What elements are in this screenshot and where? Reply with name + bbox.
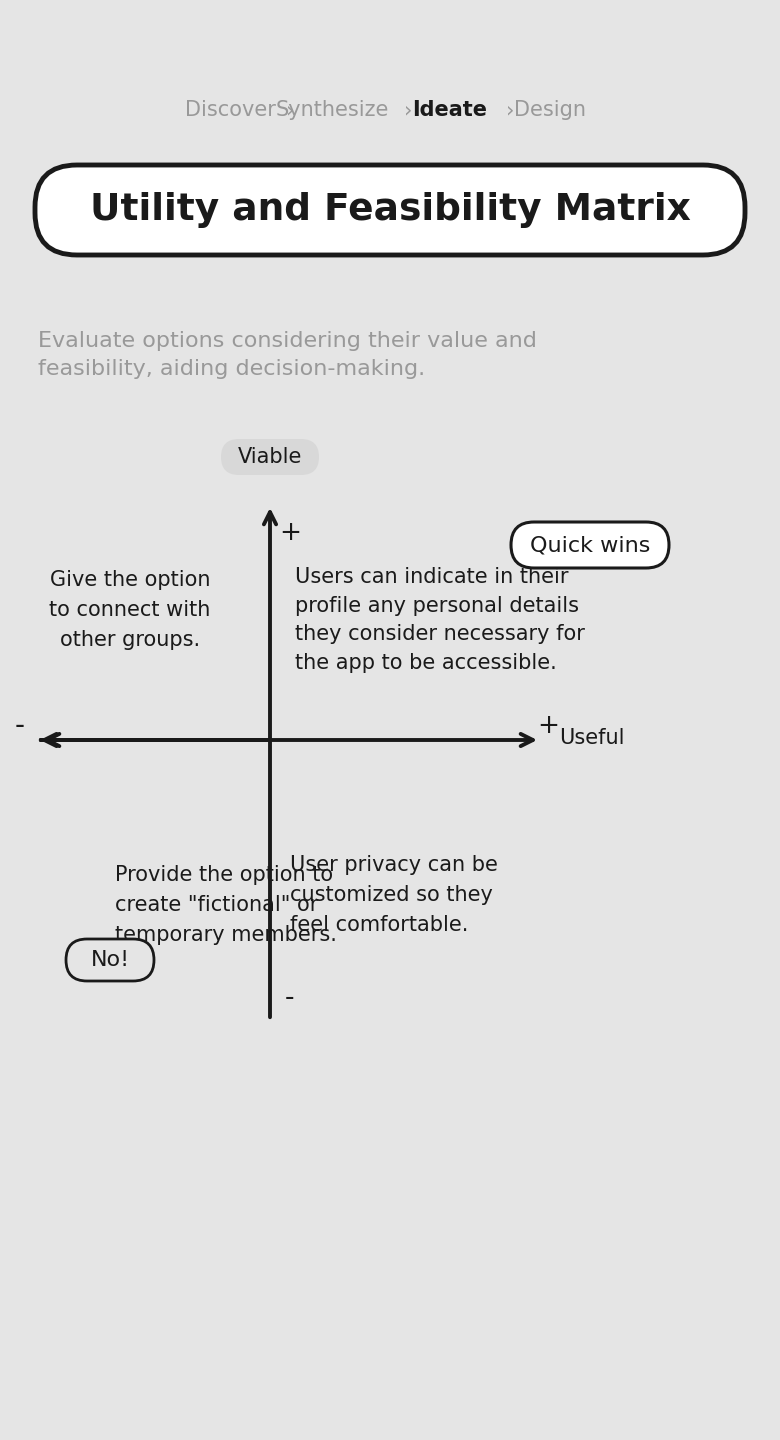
FancyBboxPatch shape — [66, 939, 154, 981]
Text: Discover: Discover — [185, 99, 275, 120]
FancyBboxPatch shape — [221, 439, 319, 475]
Text: Viable: Viable — [238, 446, 302, 467]
Text: Utility and Feasibility Matrix: Utility and Feasibility Matrix — [90, 192, 690, 228]
Text: Evaluate options considering their value and
feasibility, aiding decision-making: Evaluate options considering their value… — [38, 331, 537, 379]
Text: ›: › — [505, 99, 514, 120]
Text: User privacy can be
customized so they
feel comfortable.: User privacy can be customized so they f… — [290, 854, 498, 936]
Text: Quick wins: Quick wins — [530, 536, 651, 554]
Text: -: - — [285, 985, 295, 1011]
Text: Give the option
to connect with
other groups.: Give the option to connect with other gr… — [49, 570, 211, 651]
Text: -: - — [15, 711, 25, 740]
FancyBboxPatch shape — [511, 521, 669, 567]
Text: Useful: Useful — [559, 729, 625, 747]
Text: Synthesize: Synthesize — [275, 99, 388, 120]
Text: ›: › — [285, 99, 294, 120]
FancyBboxPatch shape — [35, 166, 745, 255]
Text: +: + — [537, 713, 559, 739]
Text: Users can indicate in their
profile any personal details
they consider necessary: Users can indicate in their profile any … — [295, 567, 585, 674]
Text: ›: › — [404, 99, 412, 120]
Text: Ideate: Ideate — [413, 99, 488, 120]
Text: No!: No! — [90, 950, 129, 971]
Text: +: + — [279, 520, 301, 546]
Text: Provide the option to
create "fictional" or
temporary members.: Provide the option to create "fictional"… — [115, 864, 337, 946]
Text: Design: Design — [514, 99, 586, 120]
